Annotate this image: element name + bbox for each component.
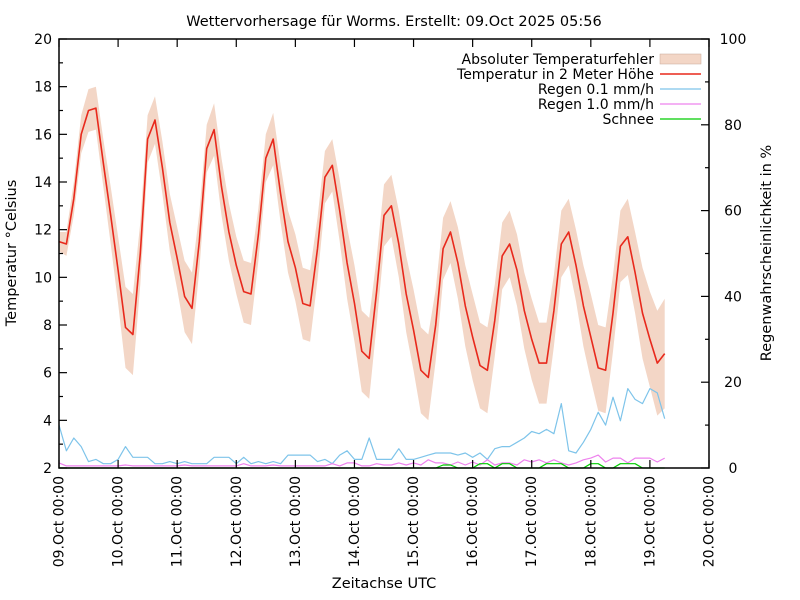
legend-item-label: Temperatur in 2 Meter Höhe	[456, 67, 654, 83]
y-right-tick-label: 100	[720, 32, 747, 48]
temperature-series	[58, 107, 666, 379]
x-tick-label: 14.Oct 00:00	[347, 476, 363, 567]
y-right-tick-label: 20	[724, 375, 742, 391]
x-tick-label: 11.Oct 00:00	[170, 476, 186, 567]
axis-layer: 09.Oct 00:00 10.Oct 00:00 11.Oct 00:00 12.O…	[34, 32, 746, 567]
error_band-series	[59, 86, 665, 421]
x-tick-label: 20.Oct 00:00	[702, 476, 718, 567]
x-axis-title: Zeitachse UTC	[332, 576, 436, 592]
y-right-tick-label: 0	[729, 461, 738, 477]
x-tick-label: 18.Oct 00:00	[583, 476, 599, 567]
x-tick-label: 12.Oct 00:00	[229, 476, 245, 567]
x-tick-label: 17.Oct 00:00	[524, 476, 540, 567]
x-tick-label: 16.Oct 00:00	[465, 476, 481, 567]
y-left-axis-title: Temperatur °Celsius	[4, 180, 20, 328]
y-left-tick-label: 12	[34, 223, 52, 239]
chart-title: Wettervorhersage für Worms. Erstellt: 09…	[186, 14, 601, 30]
y-left-tick-label: 14	[34, 175, 52, 191]
x-tick-label: 15.Oct 00:00	[406, 476, 422, 567]
rain_10-series	[58, 454, 665, 467]
y-right-tick-label: 40	[724, 289, 742, 305]
legend-item-label: Regen 1.0 mm/h	[538, 97, 654, 113]
y-right-tick-label: 60	[724, 204, 742, 220]
y-left-tick-label: 6	[43, 366, 52, 382]
x-tick-label: 19.Oct 00:00	[642, 476, 658, 567]
legend-item-label: Schnee	[602, 112, 654, 128]
x-tick-label: 13.Oct 00:00	[288, 476, 304, 567]
rain_01-series	[58, 388, 666, 465]
y-right-tick-label: 80	[724, 118, 742, 134]
y-right-axis-title: Regenwahrscheinlichkeit in %	[759, 145, 775, 361]
y-left-tick-label: 2	[43, 461, 52, 477]
y-left-tick-label: 10	[34, 270, 52, 286]
y-left-tick-label: 8	[43, 318, 52, 334]
y-left-tick-label: 20	[34, 32, 52, 48]
plot-layer	[58, 86, 666, 469]
x-tick-label: 09.Oct 00:00	[52, 476, 68, 567]
legend-swatch-band	[659, 53, 702, 65]
legend-item-label: Regen 0.1 mm/h	[538, 82, 654, 98]
x-tick-label: 10.Oct 00:00	[111, 476, 127, 567]
y-left-tick-label: 18	[34, 80, 52, 96]
y-left-tick-label: 4	[43, 413, 52, 429]
legend-item-label: Absoluter Temperaturfehler	[462, 52, 655, 68]
y-left-tick-label: 16	[34, 127, 52, 143]
